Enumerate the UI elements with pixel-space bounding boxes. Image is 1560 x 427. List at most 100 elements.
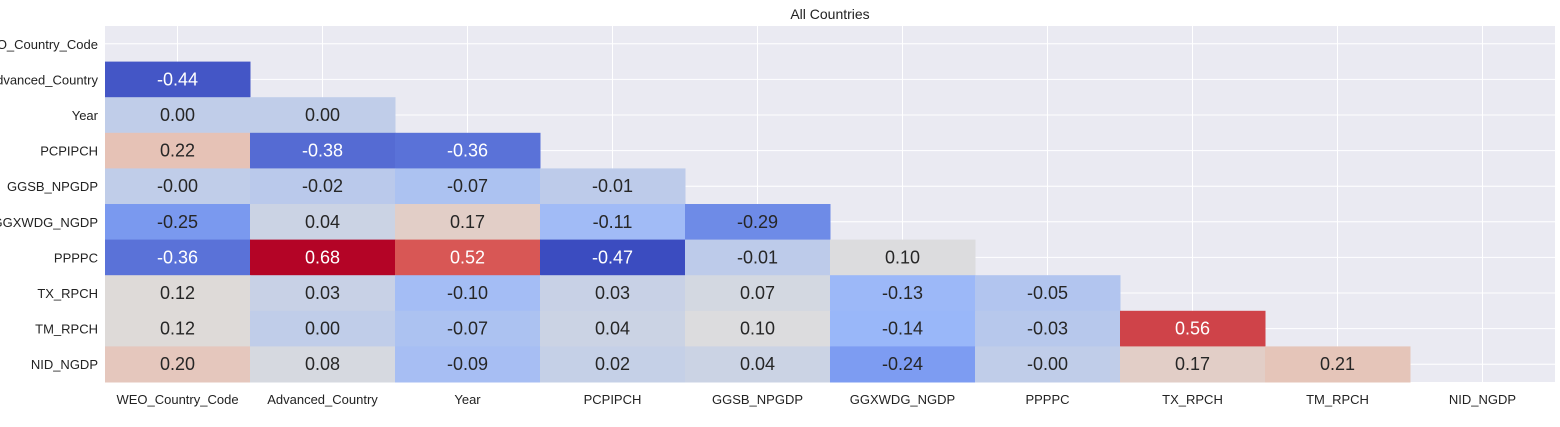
heatmap-cell [105, 239, 251, 276]
cell-value-label: 0.52 [450, 247, 485, 267]
cell-value-label: -0.07 [447, 176, 488, 196]
heatmap-cell [395, 346, 541, 383]
heatmap-cell [105, 97, 251, 134]
cell-value-label: 0.68 [305, 247, 340, 267]
heatmap-cell [395, 204, 541, 241]
heatmap-cell [540, 204, 686, 241]
cell-value-label: -0.11 [593, 212, 633, 232]
x-tick-label: Advanced_Country [267, 392, 378, 407]
x-tick-label: GGSB_NPGDP [712, 392, 803, 407]
heatmap-cell [105, 275, 251, 312]
cell-value-label: -0.00 [1027, 354, 1068, 374]
cell-value-label: -0.36 [157, 247, 198, 267]
cell-value-label: -0.02 [302, 176, 343, 196]
heatmap-cell [250, 204, 396, 241]
cell-value-label: -0.25 [157, 212, 198, 232]
heatmap-cell [105, 61, 251, 98]
x-tick-label: Year [454, 392, 481, 407]
heatmap-cell [250, 275, 396, 312]
cell-value-label: -0.00 [157, 176, 198, 196]
y-tick-label: TX_RPCH [37, 286, 98, 301]
cell-value-label: 0.17 [450, 212, 485, 232]
heatmap-cell [975, 310, 1121, 347]
x-tick-label: NID_NGDP [1449, 392, 1516, 407]
cell-value-label: 0.17 [1175, 354, 1210, 374]
cell-value-label: 0.04 [305, 212, 340, 232]
y-tick-label: PCPIPCH [40, 144, 98, 159]
cell-value-label: 0.21 [1320, 354, 1355, 374]
y-tick-label: PPPPC [54, 250, 98, 265]
cell-value-label: -0.10 [447, 283, 488, 303]
heatmap-cell [975, 275, 1121, 312]
cell-value-label: -0.44 [157, 69, 198, 89]
x-tick-label: TM_RPCH [1306, 392, 1369, 407]
heatmap-cell [540, 275, 686, 312]
heatmap-cell [250, 97, 396, 134]
heatmap-cell [540, 346, 686, 383]
cell-value-label: -0.47 [592, 247, 633, 267]
cell-value-label: 0.04 [595, 319, 630, 339]
heatmap-cell [1265, 346, 1411, 383]
cell-value-label: 0.04 [740, 354, 775, 374]
heatmap-cell [105, 168, 251, 205]
cell-value-label: 0.02 [595, 354, 630, 374]
cell-value-label: 0.20 [160, 354, 195, 374]
heatmap-cell [830, 275, 976, 312]
x-tick-label: TX_RPCH [1162, 392, 1223, 407]
cell-value-label: 0.07 [740, 283, 775, 303]
heatmap-cell [540, 310, 686, 347]
x-tick-label: PPPPC [1025, 392, 1069, 407]
heatmap-cell [830, 346, 976, 383]
heatmap-cell [250, 346, 396, 383]
heatmap-cell [1120, 346, 1266, 383]
heatmap-cells: -0.44 0.00 0.00 0.22 -0.38 -0.36 -0.00 -0.02 -0.… [105, 61, 1411, 383]
cell-value-label: -0.14 [882, 319, 923, 339]
x-tick-label: PCPIPCH [584, 392, 642, 407]
y-tick-label: NID_NGDP [31, 357, 98, 372]
heatmap-cell [105, 204, 251, 241]
cell-value-label: -0.01 [737, 247, 778, 267]
heatmap-cell [395, 239, 541, 276]
heatmap-cell [1120, 310, 1266, 347]
heatmap-cell [250, 132, 396, 169]
heatmap-cell [105, 310, 251, 347]
heatmap-cell [975, 346, 1121, 383]
cell-value-label: -0.03 [1027, 319, 1068, 339]
heatmap-cell [830, 239, 976, 276]
cell-value-label: 0.03 [305, 283, 340, 303]
cell-value-label: 0.12 [160, 283, 195, 303]
x-tick-label: WEO_Country_Code [116, 392, 238, 407]
heatmap-cell [105, 346, 251, 383]
y-tick-label: Year [72, 108, 99, 123]
cell-value-label: -0.01 [592, 176, 633, 196]
cell-value-label: 0.10 [740, 319, 775, 339]
y-tick-label: WEO_Country_Code [0, 37, 98, 52]
cell-value-label: 0.03 [595, 283, 630, 303]
heatmap-cell [685, 239, 831, 276]
cell-value-label: -0.07 [447, 319, 488, 339]
heatmap-cell [105, 132, 251, 169]
cell-value-label: 0.08 [305, 354, 340, 374]
y-tick-label: GGXWDG_NGDP [0, 215, 98, 230]
heatmap-cell [685, 310, 831, 347]
cell-value-label: 0.22 [160, 141, 195, 161]
heatmap-cell [685, 275, 831, 312]
cell-value-label: 0.10 [885, 247, 920, 267]
y-tick-label: GGSB_NPGDP [7, 179, 98, 194]
cell-value-label: -0.29 [737, 212, 778, 232]
heatmap-cell [250, 310, 396, 347]
y-tick-label: Advanced_Country [0, 72, 98, 87]
x-tick-labels: WEO_Country_Code Advanced_Country Year PCPI… [116, 392, 1516, 407]
cell-value-label: 0.00 [305, 105, 340, 125]
heatmap-cell [685, 346, 831, 383]
x-tick-label: GGXWDG_NGDP [850, 392, 955, 407]
cell-value-label: 0.00 [305, 319, 340, 339]
heatmap-cell [395, 168, 541, 205]
cell-value-label: -0.05 [1027, 283, 1068, 303]
y-tick-label: TM_RPCH [35, 322, 98, 337]
cell-value-label: -0.13 [882, 283, 923, 303]
heatmap-cell [250, 239, 396, 276]
y-tick-labels: WEO_Country_Code Advanced_Country Year PCPI… [0, 37, 99, 372]
